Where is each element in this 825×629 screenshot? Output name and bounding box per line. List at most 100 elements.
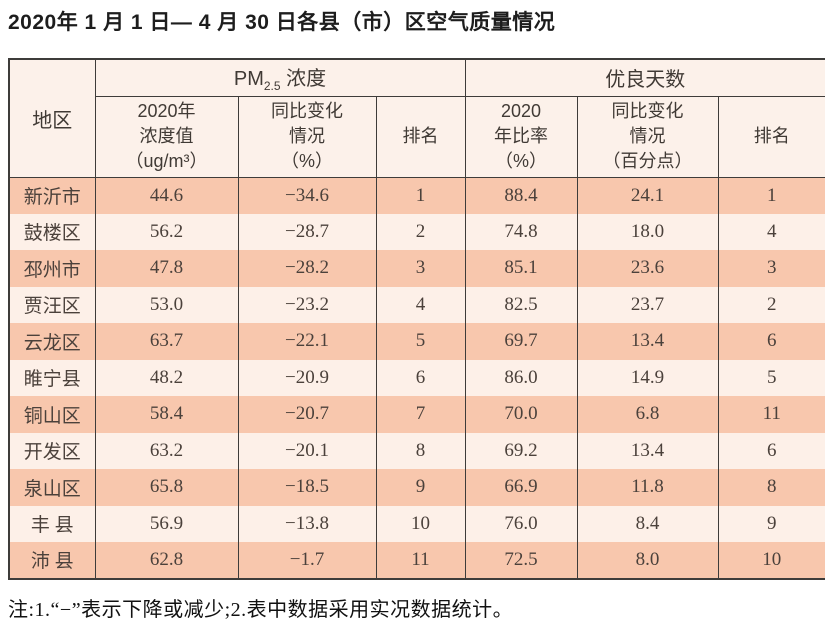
table-row: 鼓楼区 56.2 −28.7 2 74.8 18.0 4 — [8, 213, 825, 250]
good-rate-cell: 66.9 — [464, 469, 578, 506]
column-header-good-change: 同比变化 情况 （百分点） — [576, 95, 719, 178]
region-cell: 鼓楼区 — [8, 213, 96, 250]
table-body: 新沂市 44.6 −34.6 1 88.4 24.1 1 鼓楼区 56.2 −2… — [8, 177, 825, 579]
pm-value-cell: 63.7 — [94, 323, 239, 360]
region-cell: 丰 县 — [8, 505, 96, 542]
good-rank-cell: 4 — [717, 213, 825, 250]
good-rate-cell: 72.5 — [464, 542, 578, 579]
column-header-good-rank: 排名 — [717, 95, 825, 178]
pm-value-cell: 48.2 — [94, 359, 239, 396]
good-rank-cell: 11 — [717, 396, 825, 433]
pm-rank-cell: 4 — [375, 286, 466, 323]
pm-label-prefix: PM — [233, 68, 264, 91]
good-change-cell: 8.0 — [576, 542, 719, 579]
good-rate-cell: 69.7 — [464, 323, 578, 360]
header-sub-row: 2020年 浓度值 （ug/m³） 同比变化 情况 （%） 排名 2020 年比… — [9, 95, 825, 178]
good-rate-cell: 88.4 — [464, 177, 578, 214]
table-header: 地区 PM2.5 浓度 优良天数 2020年 浓度值 （ug/m³） 同比变化 … — [8, 58, 825, 178]
good-rate-cell: 74.8 — [464, 213, 578, 250]
region-cell: 沛 县 — [8, 542, 96, 579]
pm-rank-cell: 3 — [375, 250, 466, 287]
table-row: 邳州市 47.8 −28.2 3 85.1 23.6 3 — [8, 250, 825, 287]
pm-rank-cell: 1 — [375, 177, 466, 214]
table-row: 开发区 63.2 −20.1 8 69.2 13.4 6 — [8, 432, 825, 469]
column-header-pm-change: 同比变化 情况 （%） — [237, 95, 377, 178]
table-row: 丰 县 56.9 −13.8 10 76.0 8.4 9 — [8, 505, 825, 542]
pm-change-cell: −13.8 — [237, 505, 377, 542]
pm-value-cell: 56.9 — [94, 505, 239, 542]
pm-rank-cell: 9 — [375, 469, 466, 506]
pm-rank-cell: 10 — [375, 505, 466, 542]
pm-rank-cell: 6 — [375, 359, 466, 396]
pm-change-cell: −34.6 — [237, 177, 377, 214]
good-change-cell: 6.8 — [576, 396, 719, 433]
pm-rank-cell: 11 — [375, 542, 466, 579]
good-change-cell: 13.4 — [576, 432, 719, 469]
region-cell: 睢宁县 — [8, 359, 96, 396]
column-header-pm-value: 2020年 浓度值 （ug/m³） — [94, 95, 239, 178]
good-rank-cell: 2 — [717, 286, 825, 323]
region-cell: 新沂市 — [8, 177, 96, 214]
pm-value-cell: 47.8 — [94, 250, 239, 287]
pm-change-cell: −20.1 — [237, 432, 377, 469]
good-rank-cell: 6 — [717, 323, 825, 360]
region-cell: 邳州市 — [8, 250, 96, 287]
region-cell: 铜山区 — [8, 396, 96, 433]
pm-value-cell: 44.6 — [94, 177, 239, 214]
good-change-cell: 23.7 — [576, 286, 719, 323]
pm-change-cell: −20.7 — [237, 396, 377, 433]
good-change-cell: 13.4 — [576, 323, 719, 360]
pm-label-subscript: 2.5 — [263, 79, 281, 94]
pm-rank-cell: 8 — [375, 432, 466, 469]
good-rate-cell: 70.0 — [464, 396, 578, 433]
pm-change-cell: −28.2 — [237, 250, 377, 287]
pm-change-cell: −1.7 — [237, 542, 377, 579]
column-header-region: 地区 — [8, 58, 96, 178]
good-rate-cell: 76.0 — [464, 505, 578, 542]
group-header-good-days: 优良天数 — [464, 58, 825, 97]
table-row: 新沂市 44.6 −34.6 1 88.4 24.1 1 — [8, 177, 825, 214]
pm-change-cell: −23.2 — [237, 286, 377, 323]
pm-rank-cell: 7 — [375, 396, 466, 433]
region-cell: 贾汪区 — [8, 286, 96, 323]
good-rank-cell: 6 — [717, 432, 825, 469]
pm-label-suffix: 浓度 — [280, 68, 327, 91]
column-header-pm-rank: 排名 — [375, 95, 466, 178]
good-change-cell: 23.6 — [576, 250, 719, 287]
pm-change-cell: −20.9 — [237, 359, 377, 396]
table-row: 泉山区 65.8 −18.5 9 66.9 11.8 8 — [8, 469, 825, 506]
pm-change-cell: −28.7 — [237, 213, 377, 250]
pm-rank-cell: 2 — [375, 213, 466, 250]
table-row: 云龙区 63.7 −22.1 5 69.7 13.4 6 — [8, 323, 825, 360]
pm-value-cell: 63.2 — [94, 432, 239, 469]
good-change-cell: 24.1 — [576, 177, 719, 214]
good-rate-cell: 86.0 — [464, 359, 578, 396]
air-quality-table: 地区 PM2.5 浓度 优良天数 2020年 浓度值 （ug/m³） 同比变化 … — [8, 58, 825, 580]
table-row: 铜山区 58.4 −20.7 7 70.0 6.8 11 — [8, 396, 825, 433]
footnote: 注:1.“−”表示下降或减少;2.表中数据采用实况数据统计。 — [8, 598, 514, 621]
good-change-cell: 18.0 — [576, 213, 719, 250]
good-rank-cell: 10 — [717, 542, 825, 579]
region-cell: 云龙区 — [8, 323, 96, 360]
good-rate-cell: 82.5 — [464, 286, 578, 323]
table-row: 贾汪区 53.0 −23.2 4 82.5 23.7 2 — [8, 286, 825, 323]
good-rate-cell: 85.1 — [464, 250, 578, 287]
good-change-cell: 8.4 — [576, 505, 719, 542]
good-rank-cell: 8 — [717, 469, 825, 506]
good-rank-cell: 5 — [717, 359, 825, 396]
pm-change-cell: −18.5 — [237, 469, 377, 506]
table-row: 睢宁县 48.2 −20.9 6 86.0 14.9 5 — [8, 359, 825, 396]
good-rank-cell: 1 — [717, 177, 825, 214]
pm-value-cell: 58.4 — [94, 396, 239, 433]
pm-value-cell: 56.2 — [94, 213, 239, 250]
table-row: 沛 县 62.8 −1.7 11 72.5 8.0 10 — [8, 542, 825, 579]
pm-value-cell: 62.8 — [94, 542, 239, 579]
region-cell: 泉山区 — [8, 469, 96, 506]
pm-change-cell: −22.1 — [237, 323, 377, 360]
good-change-cell: 11.8 — [576, 469, 719, 506]
page-title: 2020年 1 月 1 日— 4 月 30 日各县（市）区空气质量情况 — [8, 11, 556, 34]
good-change-cell: 14.9 — [576, 359, 719, 396]
group-header-pm25: PM2.5 浓度 — [94, 58, 466, 97]
region-cell: 开发区 — [8, 432, 96, 469]
header-group-row: 地区 PM2.5 浓度 优良天数 — [8, 58, 825, 178]
